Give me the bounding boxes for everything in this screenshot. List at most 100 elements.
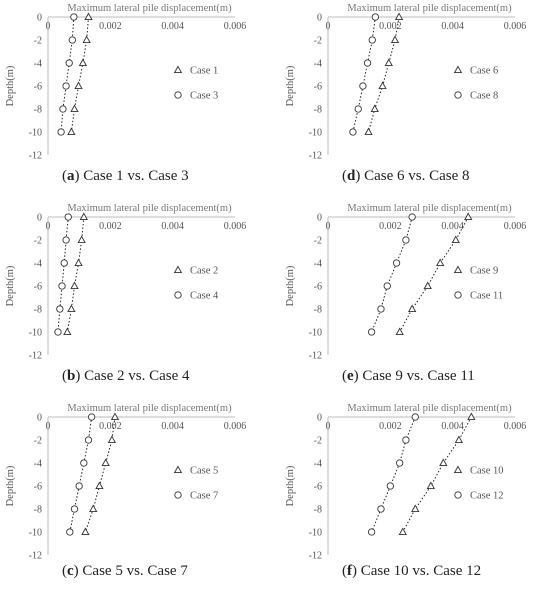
- caption-d: (d) Case 6 vs. Case 8: [342, 168, 470, 184]
- legend-circle-marker: [454, 291, 462, 299]
- circle-marker: [65, 59, 73, 67]
- circle-marker: [349, 128, 357, 136]
- circle-marker: [87, 413, 96, 421]
- circle-marker: [402, 436, 410, 444]
- circle-marker: [396, 459, 404, 467]
- chart-d: Maximum lateral pile displacement(m) 0 0.0…: [285, 3, 527, 162]
- x-tick-label: 0: [326, 421, 331, 432]
- y-tick-label: -6: [314, 82, 322, 93]
- chart-title: Maximum lateral pile displacement(m): [67, 403, 232, 414]
- circle-marker: [58, 282, 66, 290]
- circle-marker: [56, 305, 64, 313]
- circle-marker: [377, 305, 385, 313]
- triangle-marker: [390, 35, 400, 44]
- chart-title: Maximum lateral pile displacement(m): [67, 3, 232, 14]
- circle-marker: [64, 213, 72, 221]
- y-tick-label: -4: [314, 459, 322, 470]
- triangle-marker: [67, 304, 76, 313]
- x-tick-label: 0: [46, 421, 51, 432]
- y-tick-label: -8: [34, 105, 42, 116]
- triangle-marker: [439, 458, 448, 467]
- x-tick-label: 0.002: [379, 221, 402, 232]
- circle-marker: [408, 213, 416, 221]
- triangle-marker: [436, 258, 445, 267]
- y-tick-label: -10: [29, 528, 42, 539]
- x-tick-label: 0: [326, 21, 331, 32]
- triangle-marker: [394, 12, 404, 21]
- y-tick-label: -2: [314, 436, 322, 447]
- circle-marker: [66, 528, 74, 536]
- y-tick-label: -12: [309, 551, 322, 562]
- y-tick-label: 0: [37, 413, 42, 424]
- legend-triangle-marker: [173, 265, 183, 274]
- chart-panel-e: Maximum lateral pile displacement(m) 0 0.0…: [280, 200, 550, 400]
- legend-label: Case 4: [190, 291, 219, 302]
- legend-label: Case 6: [470, 66, 498, 77]
- caption-f: (f) Case 10 vs. Case 12: [342, 563, 482, 579]
- chart-title: Maximum lateral pile displacement(m): [347, 3, 512, 14]
- circle-marker: [59, 105, 67, 113]
- triangle-marker: [407, 304, 417, 313]
- triangle-marker: [398, 527, 407, 536]
- x-tick-label: 0.004: [441, 21, 464, 32]
- y-tick-label: 0: [37, 13, 42, 24]
- x-tick-label: 0.006: [504, 221, 527, 232]
- triangle-marker: [67, 127, 76, 136]
- legend-label: Case 1: [190, 66, 218, 77]
- chart-f: Maximum lateral pile displacement(m) 0 0.0…: [285, 403, 526, 562]
- y-tick-label: -12: [309, 151, 322, 162]
- y-tick-label: -12: [309, 351, 322, 362]
- x-tick-label: 0: [46, 21, 51, 32]
- triangle-marker: [77, 235, 86, 244]
- y-tick-label: -2: [34, 36, 42, 47]
- chart-panel-c: Maximum lateral pile displacement(m) 0 0.0…: [0, 400, 270, 590]
- circle-marker: [371, 13, 380, 21]
- legend-triangle-marker: [173, 465, 183, 474]
- y-tick-label: -2: [34, 236, 42, 247]
- y-tick-label: 0: [317, 213, 322, 224]
- triangle-marker: [79, 212, 89, 221]
- y-tick-label: -8: [314, 505, 322, 516]
- legend-circle-marker: [454, 491, 462, 499]
- x-tick-label: 0.006: [224, 221, 247, 232]
- y-tick-label: -6: [314, 482, 322, 493]
- triangle-marker: [451, 235, 460, 244]
- y-tick-label: -12: [29, 351, 42, 362]
- y-tick-label: -12: [29, 551, 42, 562]
- series-line: [399, 216, 469, 333]
- y-axis-label: Depth(m): [5, 465, 16, 506]
- legend-triangle-marker: [173, 65, 183, 74]
- circle-marker: [386, 482, 394, 490]
- x-tick-label: 0.004: [161, 421, 184, 432]
- legend-circle-marker: [174, 291, 182, 299]
- triangle-marker: [84, 12, 93, 21]
- y-axis-label: Depth(m): [285, 265, 296, 306]
- x-tick-label: 0.006: [224, 421, 247, 432]
- x-tick-label: 0.006: [504, 21, 527, 32]
- chart-a: Maximum lateral pile displacement(m) 0 0.0…: [5, 3, 247, 162]
- legend-circle-marker: [174, 491, 182, 499]
- triangle-marker: [467, 412, 476, 421]
- y-tick-label: -6: [34, 82, 42, 93]
- caption-b: (b) Case 2 vs. Case 4: [62, 368, 190, 384]
- triangle-marker: [74, 81, 83, 90]
- legend-label: Case 2: [190, 266, 218, 277]
- y-axis-label: Depth(m): [285, 465, 296, 506]
- legend-label: Case 9: [470, 266, 498, 277]
- caption-a: (a) Case 1 vs. Case 3: [62, 168, 189, 184]
- triangle-marker: [395, 327, 404, 336]
- circle-marker: [68, 36, 76, 44]
- legend-label: Case 8: [470, 91, 498, 102]
- chart-panel-b: Maximum lateral pile displacement(m) 0 0.0…: [0, 200, 270, 400]
- x-tick-label: 0.006: [224, 21, 247, 32]
- y-tick-label: -12: [29, 151, 42, 162]
- legend-triangle-marker: [453, 465, 463, 474]
- circle-marker: [363, 59, 372, 67]
- x-tick-label: 0: [326, 221, 331, 232]
- circle-marker: [367, 528, 376, 536]
- x-tick-label: 0.004: [441, 421, 464, 432]
- legend-label: Case 11: [470, 291, 503, 302]
- series-line: [60, 16, 75, 133]
- circle-marker: [70, 13, 78, 21]
- y-tick-label: -6: [34, 482, 42, 493]
